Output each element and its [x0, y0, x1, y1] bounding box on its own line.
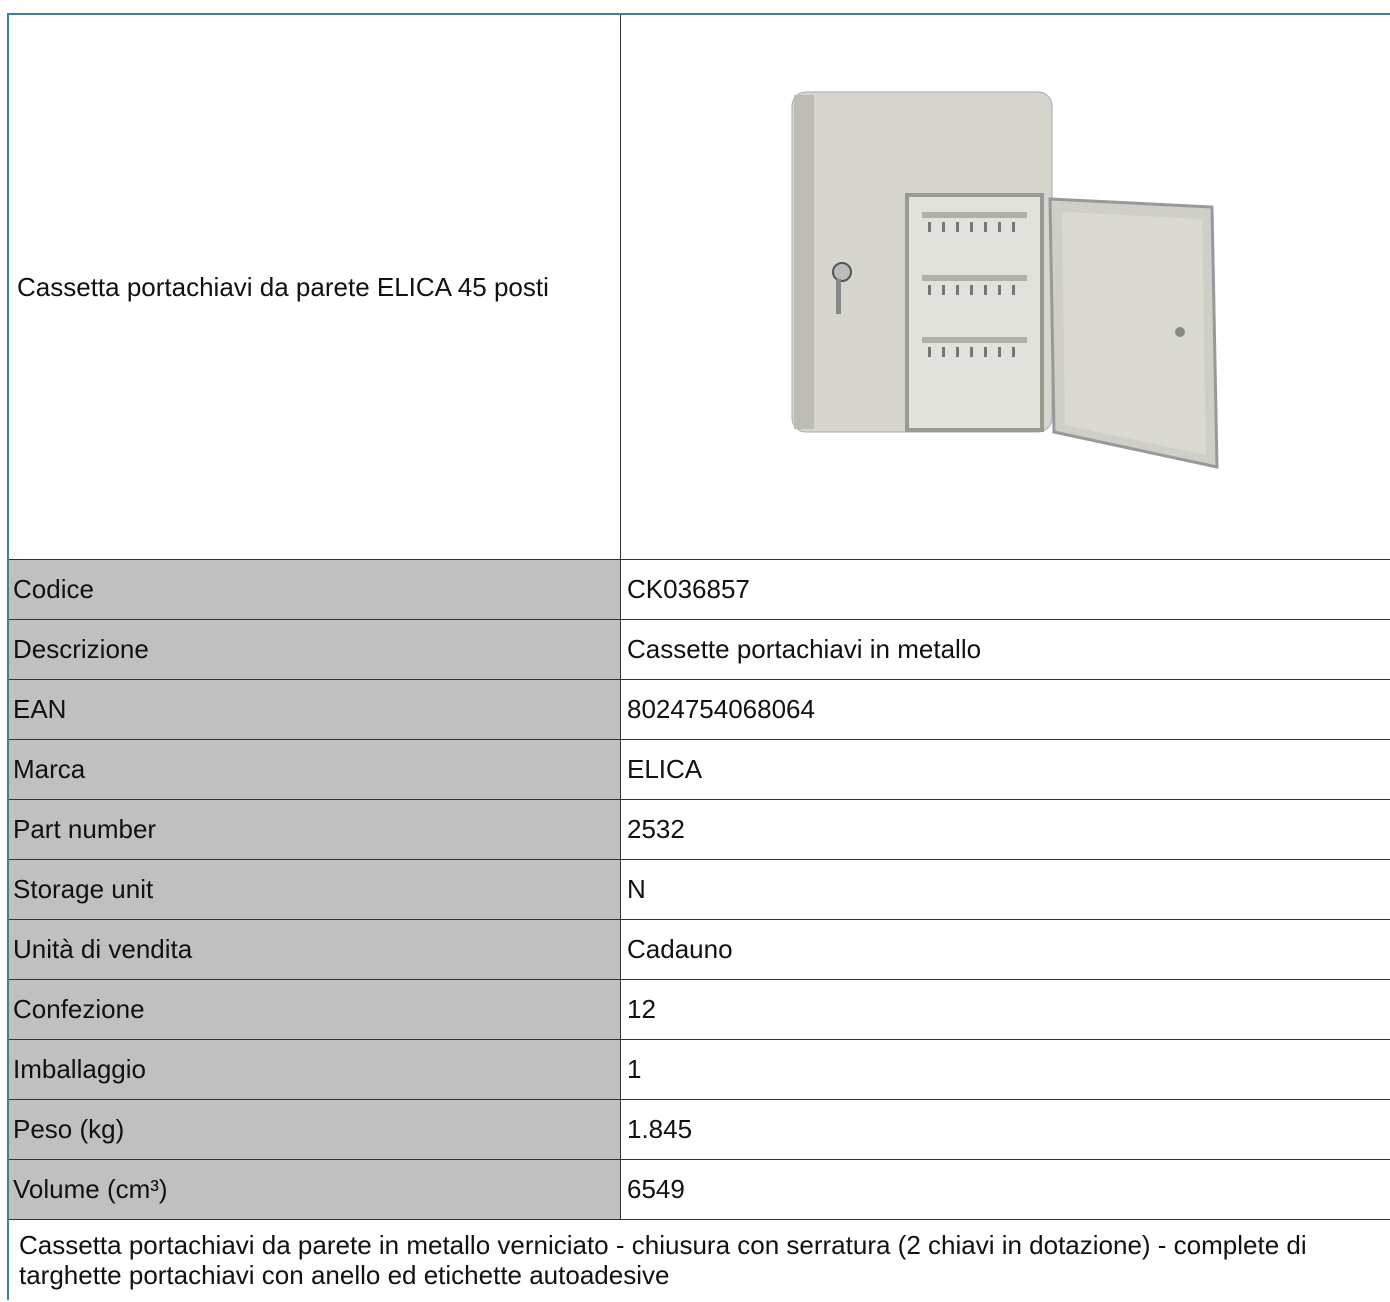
- spec-label: Marca: [9, 740, 621, 800]
- spec-label: Codice: [9, 560, 621, 620]
- spec-label: Confezione: [9, 980, 621, 1040]
- product-table: Cassetta portachiavi da parete ELICA 45 …: [7, 13, 1390, 1300]
- spec-label: Descrizione: [9, 620, 621, 680]
- spec-value: 8024754068064: [621, 680, 1390, 740]
- product-image-cell: [621, 15, 1390, 560]
- product-title: Cassetta portachiavi da parete ELICA 45 …: [9, 15, 621, 560]
- spec-value: 1.845: [621, 1100, 1390, 1160]
- spec-label: Part number: [9, 800, 621, 860]
- spec-value: 6549: [621, 1160, 1390, 1220]
- spec-label: EAN: [9, 680, 621, 740]
- spec-value: N: [621, 860, 1390, 920]
- spec-label: Imballaggio: [9, 1040, 621, 1100]
- spec-value: 2532: [621, 800, 1390, 860]
- spec-value: Cadauno: [621, 920, 1390, 980]
- spec-value: 12: [621, 980, 1390, 1040]
- product-description: Cassetta portachiavi da parete in metall…: [19, 1230, 1307, 1290]
- spec-value: 1: [621, 1040, 1390, 1100]
- product-image: [791, 91, 1219, 469]
- spec-label: Storage unit: [9, 860, 621, 920]
- spec-label: Peso (kg): [9, 1100, 621, 1160]
- spec-value: Cassette portachiavi in metallo: [621, 620, 1390, 680]
- spec-value: CK036857: [621, 560, 1390, 620]
- spec-label: Unità di vendita: [9, 920, 621, 980]
- spec-label: Volume (cm³): [9, 1160, 621, 1220]
- spec-value: ELICA: [621, 740, 1390, 800]
